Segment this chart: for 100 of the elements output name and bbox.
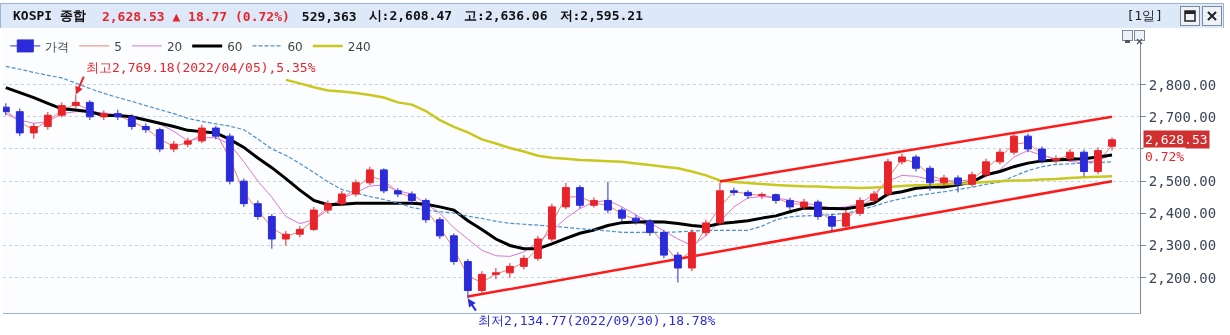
candlestick bbox=[393, 187, 402, 198]
candlestick bbox=[85, 99, 94, 121]
candlestick bbox=[449, 232, 458, 266]
candlestick bbox=[645, 218, 654, 237]
candlestick bbox=[407, 190, 416, 205]
candlestick bbox=[505, 262, 514, 279]
annotation: 최고2,769.18(2022/04/05),5.35% bbox=[86, 60, 316, 75]
candlestick bbox=[169, 140, 178, 153]
candlestick bbox=[575, 184, 584, 209]
candlestick bbox=[225, 133, 234, 185]
y-tick-label: 2,800.00 bbox=[1148, 76, 1217, 93]
candlestick bbox=[295, 225, 304, 238]
candlestick bbox=[828, 213, 836, 232]
text: 2,628.53 ▲ 18.77 (0.72%) bbox=[101, 8, 290, 24]
candlestick bbox=[1066, 148, 1074, 163]
legend-label: 60 bbox=[287, 39, 303, 54]
candlestick bbox=[786, 197, 794, 211]
y-tick-label: 2,500.00 bbox=[1148, 173, 1217, 190]
candlestick bbox=[814, 199, 822, 221]
candlestick bbox=[603, 181, 612, 214]
candlestick bbox=[71, 94, 80, 109]
candlestick bbox=[57, 101, 66, 118]
candlestick bbox=[884, 158, 892, 198]
candlestick bbox=[435, 216, 444, 240]
candlestick bbox=[253, 199, 262, 221]
candlestick bbox=[561, 182, 570, 210]
candlestick bbox=[1052, 154, 1060, 164]
candlestick bbox=[968, 171, 976, 188]
candlestick bbox=[533, 235, 542, 262]
text: 0.72% bbox=[1145, 149, 1185, 164]
y-tick-label: 2,200.00 bbox=[1148, 269, 1217, 286]
candlestick bbox=[982, 158, 990, 178]
candlestick bbox=[113, 109, 122, 121]
y-tick-label: 2,700.00 bbox=[1148, 108, 1217, 125]
candlestick bbox=[617, 207, 626, 222]
candlestick bbox=[547, 203, 556, 243]
candlestick bbox=[141, 122, 150, 134]
candlestick bbox=[1094, 146, 1102, 175]
candlestick bbox=[365, 166, 374, 186]
candlestick bbox=[1108, 136, 1116, 152]
candlestick bbox=[631, 214, 640, 226]
candlestick bbox=[267, 213, 276, 250]
candlestick bbox=[211, 125, 220, 140]
candlestick bbox=[912, 154, 920, 172]
text: 시:2,608.47 bbox=[368, 7, 453, 25]
candlestick bbox=[856, 196, 864, 217]
candlestick bbox=[898, 153, 906, 165]
line-series bbox=[284, 78, 1114, 190]
candlestick bbox=[730, 187, 738, 197]
candlestick bbox=[519, 254, 528, 271]
candlestick bbox=[687, 228, 696, 272]
candlestick bbox=[673, 251, 682, 283]
candlestick bbox=[716, 182, 724, 227]
candlestick bbox=[926, 165, 934, 192]
candlestick bbox=[954, 174, 962, 193]
legend-label: 20 bbox=[166, 39, 183, 54]
candlestick bbox=[940, 174, 948, 187]
annotation: 최저2,134.77(2022/09/30),18.78% bbox=[478, 313, 716, 328]
text: 저:2,595.21 bbox=[559, 7, 643, 25]
legend-label: 5 bbox=[114, 39, 122, 54]
candlestick bbox=[29, 122, 38, 140]
candlestick bbox=[197, 124, 206, 144]
candlestick bbox=[127, 113, 136, 131]
candlestick bbox=[309, 206, 318, 232]
candlestick bbox=[1010, 131, 1018, 156]
y-tick-label: 2,400.00 bbox=[1148, 205, 1217, 222]
text: 2,628.53 bbox=[1145, 132, 1208, 147]
candlestick bbox=[772, 192, 780, 205]
candlestick bbox=[281, 230, 290, 246]
y-tick-label: 2,300.00 bbox=[1148, 237, 1217, 254]
text: 529,363 bbox=[301, 8, 357, 24]
candlestick bbox=[996, 148, 1004, 165]
candlestick bbox=[758, 191, 766, 200]
candlestick bbox=[337, 190, 346, 207]
legend-label: 가격 bbox=[45, 39, 70, 54]
candlestick bbox=[323, 199, 332, 214]
candlestick bbox=[239, 178, 248, 208]
candlestick bbox=[1038, 145, 1046, 164]
candlestick bbox=[155, 127, 164, 153]
line-series bbox=[4, 86, 1114, 251]
candlestick bbox=[1024, 133, 1032, 153]
candlestick bbox=[351, 179, 360, 198]
candlestick bbox=[477, 270, 486, 295]
text: [1일] bbox=[1126, 7, 1163, 25]
candlestick bbox=[43, 111, 52, 131]
candlestick bbox=[15, 107, 24, 137]
candlestick bbox=[744, 189, 752, 200]
candlestick bbox=[3, 102, 10, 116]
candlestick bbox=[491, 267, 500, 280]
legend-label: 240 bbox=[347, 39, 371, 54]
candlestick bbox=[870, 190, 878, 204]
legend-label: 60 bbox=[227, 39, 243, 54]
text: 고:2,636.06 bbox=[464, 7, 548, 25]
candlestick bbox=[99, 109, 108, 121]
candlestick bbox=[421, 198, 430, 224]
candlestick bbox=[659, 229, 668, 259]
chart-title: KOSPI 종합 bbox=[13, 7, 86, 25]
candlestick bbox=[800, 198, 808, 210]
candlestick bbox=[379, 167, 388, 194]
candlestick bbox=[842, 209, 850, 230]
